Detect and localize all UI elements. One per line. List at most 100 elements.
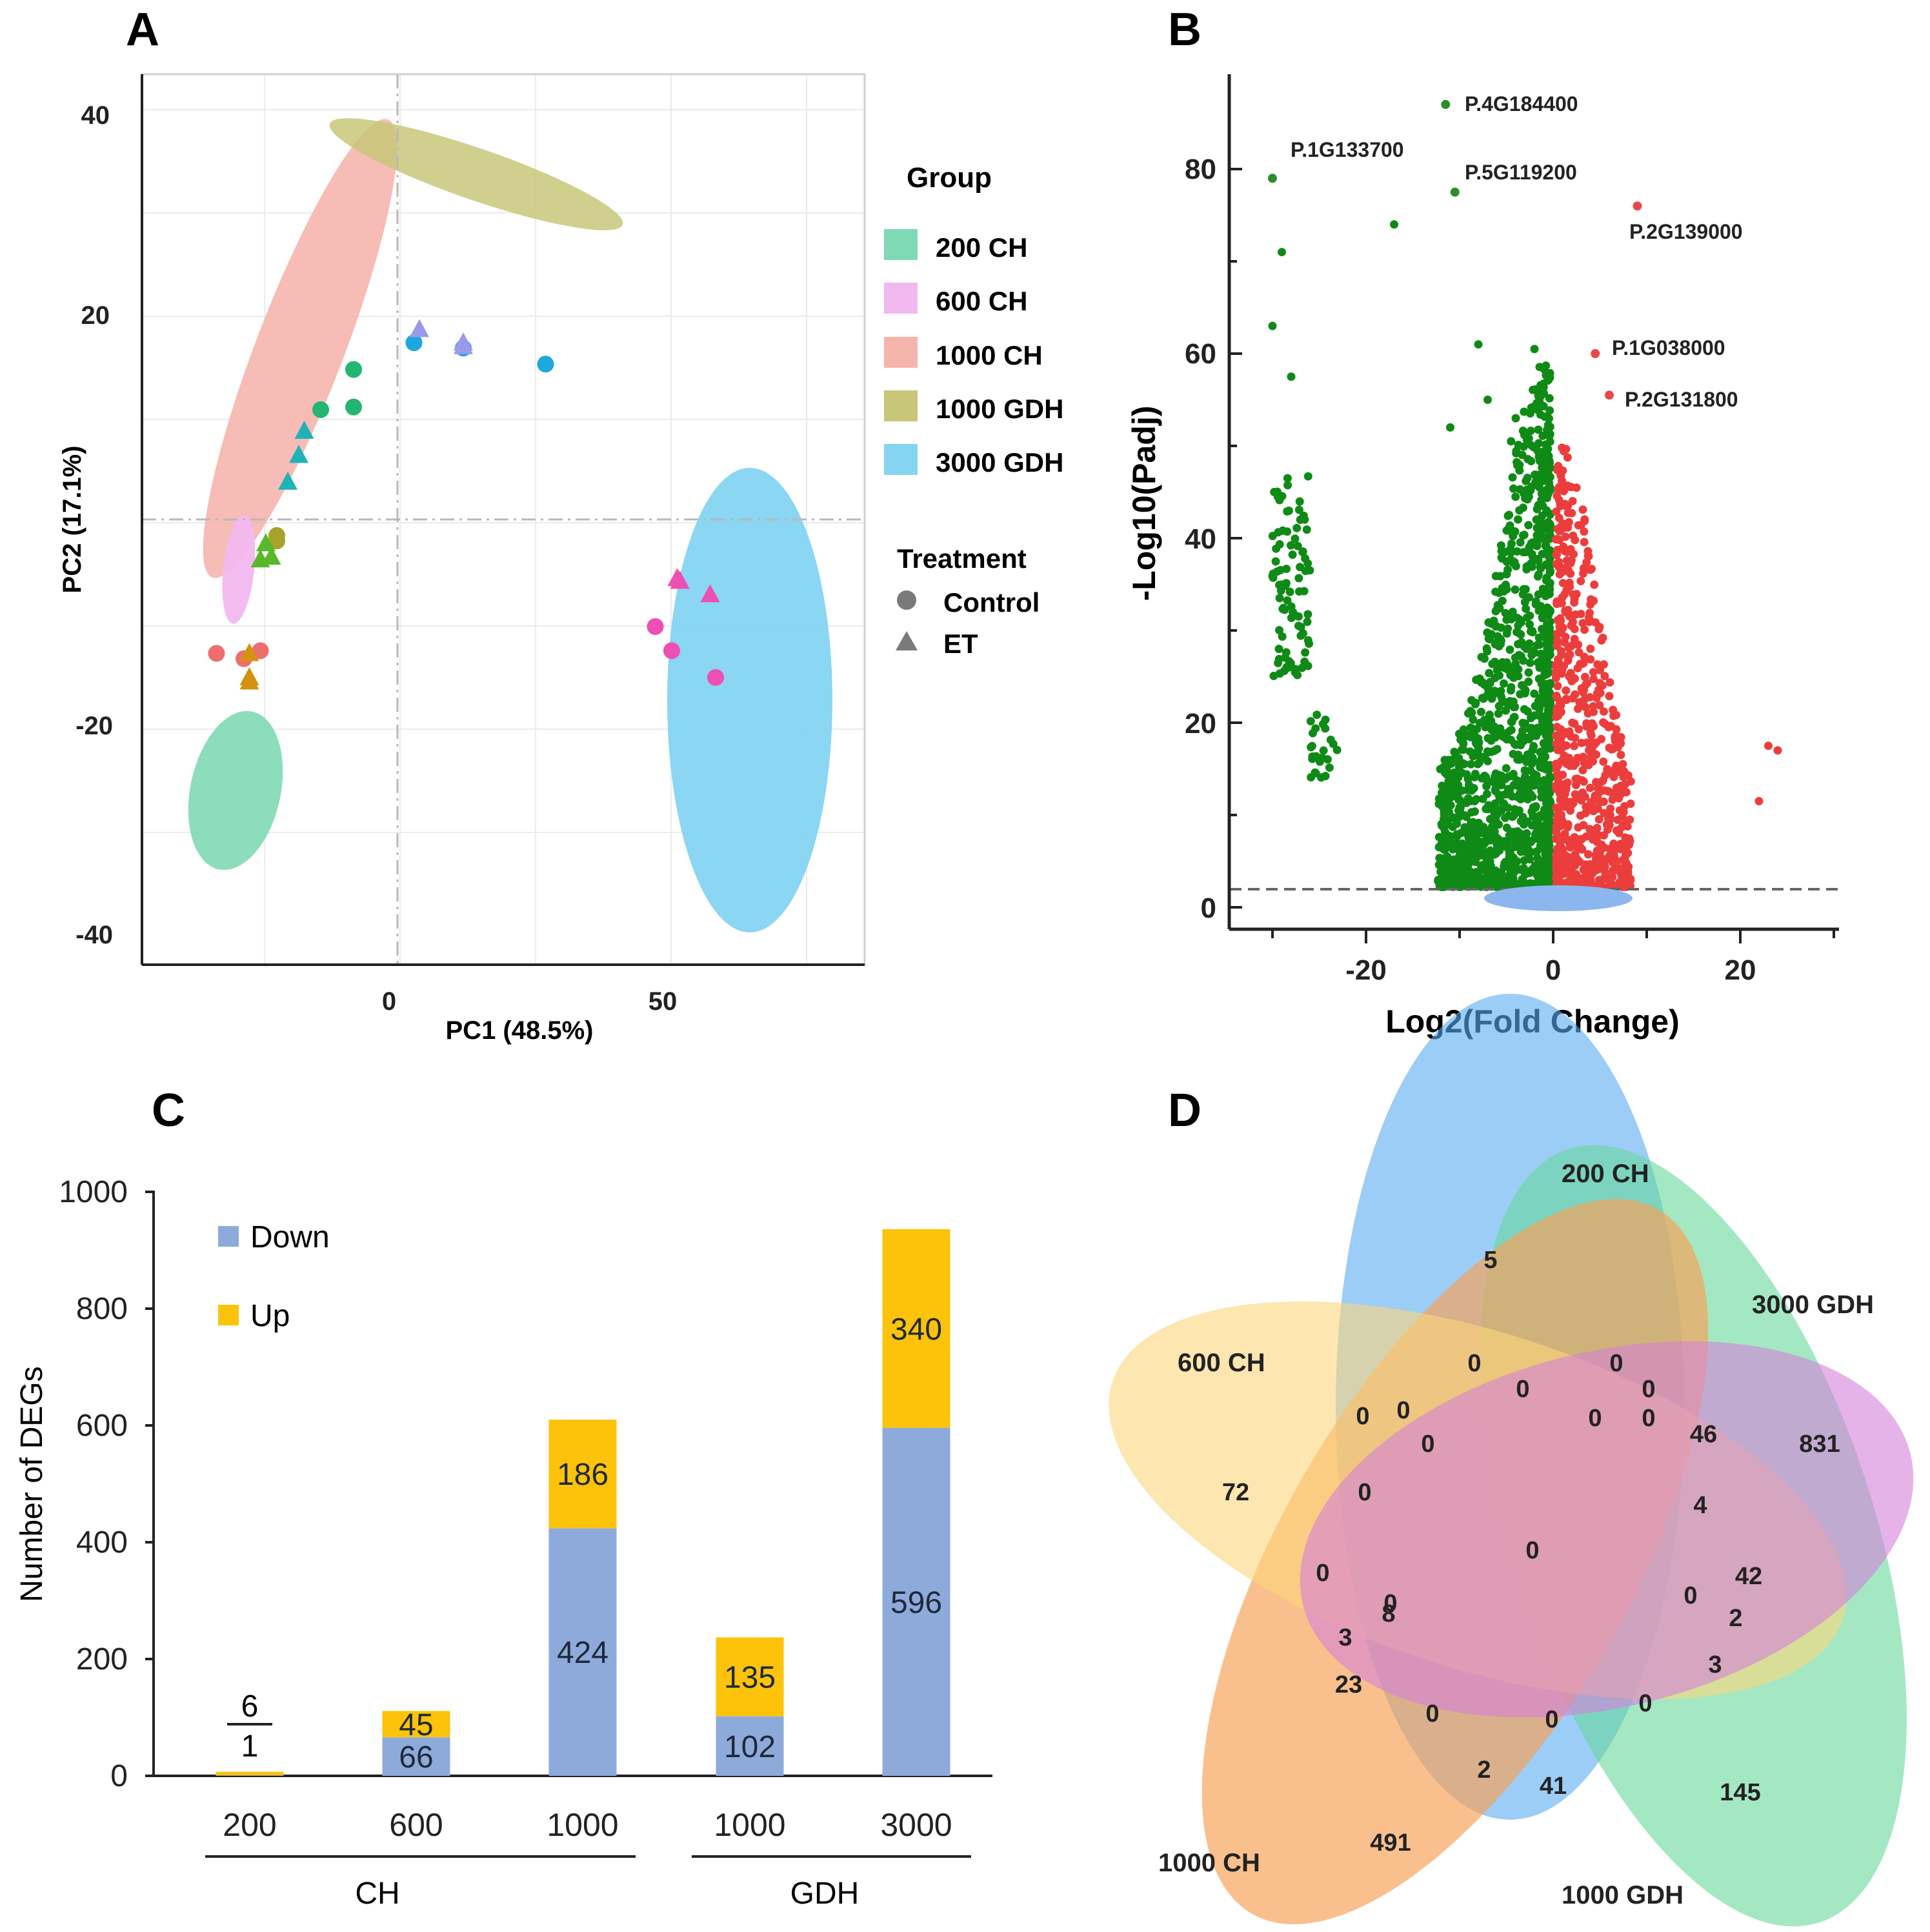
- volcano-point-down: [1443, 756, 1453, 765]
- venn-count-12: 831: [1799, 1431, 1840, 1458]
- volcano-point-up: [1582, 860, 1591, 869]
- volcano-point-down: [1275, 540, 1284, 549]
- volcano-point-up: [1552, 712, 1561, 721]
- venn-label-200ch: 200 CH: [1562, 1160, 1649, 1188]
- volcano-point-down: [1269, 672, 1278, 681]
- volcano-point-up: [1559, 487, 1568, 496]
- b-annot-p2g139000: P.2G139000: [1629, 220, 1743, 243]
- volcano-point-down: [1516, 740, 1525, 749]
- volcano-point-down: [1534, 606, 1543, 615]
- volcano-point-down: [1442, 770, 1451, 779]
- volcano-point-down: [1545, 841, 1554, 850]
- a-ytick-20: 20: [81, 301, 110, 330]
- volcano-point-down: [1464, 833, 1473, 842]
- volcano-point-down: [1527, 650, 1536, 659]
- volcano-point-up: [1573, 704, 1582, 713]
- pca-point-26: [647, 618, 664, 635]
- volcano-point-down: [1516, 538, 1525, 547]
- volcano-point-down: [1498, 554, 1507, 563]
- volcano-point-down: [1309, 729, 1318, 738]
- volcano-point-down: [1321, 715, 1330, 724]
- volcano-point-up: [1595, 679, 1604, 688]
- volcano-point-down: [1505, 645, 1514, 654]
- volcano-point-down: [1512, 448, 1521, 458]
- pca-point-25: [700, 584, 720, 603]
- volcano-point-up: [1587, 595, 1596, 604]
- pca-point-28: [707, 669, 724, 686]
- volcano-point-down: [1462, 798, 1471, 807]
- volcano-point-down: [1545, 798, 1554, 807]
- volcano-point-down: [1508, 607, 1517, 616]
- volcano-point-down: [1509, 769, 1518, 778]
- volcano-point-down: [1332, 745, 1342, 754]
- volcano-point-up: [1598, 633, 1607, 642]
- venn-count-19: 0: [1684, 1582, 1697, 1609]
- volcano-point-down: [1275, 594, 1284, 603]
- volcano-point-up: [1562, 686, 1571, 695]
- volcano-point-down: [1462, 812, 1471, 821]
- bar-label-down-0: 1: [241, 1729, 259, 1764]
- volcano-outlier: [1268, 321, 1277, 330]
- volcano-point-down: [1535, 869, 1544, 878]
- volcano-point-down: [1294, 505, 1303, 514]
- legend-label-1000gdh: 1000 GDH: [936, 394, 1063, 424]
- volcano-point-down: [1536, 649, 1545, 658]
- pca-point-11: [345, 361, 362, 378]
- volcano-point-down: [1513, 857, 1522, 866]
- venn-count-21: 2: [1729, 1605, 1742, 1632]
- volcano-point-down: [1283, 481, 1292, 490]
- volcano-point-down: [1486, 836, 1495, 845]
- bar-down-2: [548, 1528, 617, 1776]
- volcano-point-up: [1578, 766, 1587, 775]
- volcano-point-down: [1510, 558, 1519, 567]
- volcano-point-up: [1589, 860, 1598, 869]
- volcano-point-down: [1545, 586, 1554, 595]
- volcano-point-down: [1544, 789, 1553, 798]
- volcano-point-down: [1307, 741, 1316, 750]
- volcano-point-down: [1456, 735, 1465, 744]
- volcano-point-up: [1571, 870, 1580, 879]
- volcano-point-down: [1456, 845, 1465, 854]
- volcano-point-down: [1303, 618, 1312, 627]
- volcano-point-down: [1472, 795, 1481, 804]
- volcano-point-up: [1552, 691, 1561, 700]
- volcano-point-down: [1476, 707, 1485, 716]
- volcano-point-up: [1556, 647, 1565, 656]
- volcano-point-down: [1485, 858, 1494, 867]
- volcano-point-up: [1565, 672, 1574, 681]
- panel-a-ellipses: [188, 118, 832, 932]
- volcano-point-down: [1491, 572, 1500, 581]
- volcano-point-down: [1499, 587, 1508, 596]
- venn-count-27: 0: [1638, 1690, 1652, 1717]
- ellipse-1000-gdh: [329, 118, 623, 230]
- volcano-point-up: [1565, 578, 1574, 587]
- volcano-point-up: [1612, 725, 1621, 734]
- pca-point-13: [345, 398, 362, 416]
- volcano-point-down: [1511, 659, 1520, 669]
- volcano-point-down: [1545, 725, 1554, 734]
- bar-up-1: [382, 1711, 450, 1738]
- volcano-point-down: [1274, 645, 1283, 654]
- volcano-point-up: [1563, 605, 1573, 614]
- volcano-point-up: [1605, 678, 1614, 687]
- volcano-point-down: [1274, 658, 1283, 667]
- volcano-point-up: [1556, 499, 1565, 508]
- volcano-point-down: [1470, 727, 1479, 736]
- volcano-point-down: [1531, 470, 1540, 479]
- c-legend-up: Up: [250, 1299, 290, 1333]
- volcano-point-down: [1542, 539, 1551, 548]
- volcano-point-up: [1578, 505, 1587, 514]
- volcano-point-down: [1467, 760, 1476, 769]
- volcano-point-down: [1442, 879, 1451, 888]
- volcano-point-down: [1454, 754, 1463, 763]
- volcano-point-up: [1560, 547, 1569, 556]
- pca-point-7: [268, 532, 285, 550]
- volcano-point-down: [1503, 665, 1513, 674]
- b-ytick-20: 20: [1185, 708, 1216, 740]
- volcano-point-down: [1298, 663, 1307, 672]
- volcano-point-up: [1598, 857, 1607, 866]
- bar-label-up-0: 6: [241, 1689, 259, 1724]
- bar-down-0: [216, 1775, 284, 1776]
- volcano-point-up: [1569, 640, 1578, 649]
